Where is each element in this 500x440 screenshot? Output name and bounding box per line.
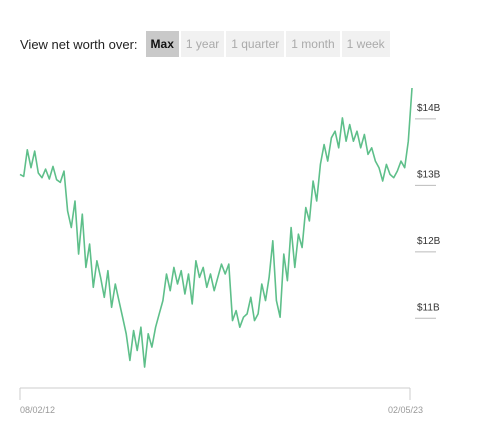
x-tick-label-end: 02/05/23 [388,405,423,415]
range-1-quarter-button[interactable]: 1 quarter [226,31,285,57]
y-tick-label: $14B [417,103,441,114]
y-tick-label: $11B [417,302,440,313]
range-1-month-button[interactable]: 1 month [286,31,340,57]
range-1-year-button[interactable]: 1 year [180,31,225,57]
x-tick-label-start: 08/02/12 [20,405,55,415]
y-tick-label: $12B [417,236,441,247]
range-1-week-button[interactable]: 1 week [341,31,390,57]
net-worth-series-line [19,87,413,368]
range-label: View net worth over: [20,36,138,52]
range-max-button[interactable]: Max [145,31,179,57]
range-toolbar: View net worth over: Max 1 year 1 quarte… [20,31,392,57]
y-tick-label: $13B [417,169,441,180]
y-axis-ticks: $14B $13B $12B $11B [415,103,441,319]
